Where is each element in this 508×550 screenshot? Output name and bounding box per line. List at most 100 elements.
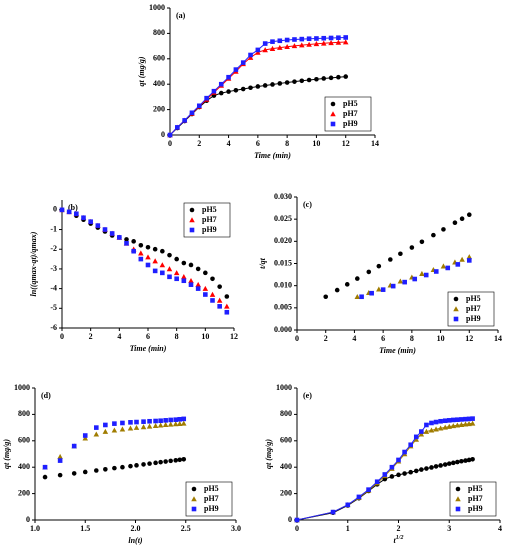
marker — [402, 471, 407, 476]
legend-label: pH9 — [202, 225, 217, 234]
marker — [359, 294, 364, 300]
marker — [320, 40, 327, 46]
annotation: (c) — [303, 200, 312, 209]
marker — [81, 215, 86, 221]
series-line — [296, 418, 473, 521]
y-tick-label: 1000 — [14, 383, 30, 392]
marker — [124, 241, 129, 246]
marker — [284, 80, 290, 85]
marker — [336, 35, 341, 41]
marker — [469, 420, 476, 426]
marker — [330, 101, 336, 107]
marker — [398, 251, 403, 257]
marker — [94, 468, 99, 473]
marker — [182, 118, 187, 123]
marker — [196, 103, 202, 109]
x-axis-label: ln(t) — [128, 536, 143, 545]
marker — [127, 425, 134, 431]
x-tick-label: 2 — [397, 524, 401, 533]
x-tick-label: 12 — [230, 332, 238, 341]
marker — [224, 303, 230, 309]
marker — [433, 426, 439, 432]
marker — [158, 459, 163, 465]
x-axis-label-text: ln(t) — [128, 536, 143, 545]
marker — [152, 422, 159, 429]
x-tick-label: 4 — [117, 332, 121, 341]
marker — [413, 436, 420, 442]
x-tick-label: 4 — [227, 139, 231, 148]
marker — [466, 254, 473, 260]
marker — [336, 74, 341, 80]
marker — [409, 245, 415, 250]
y-tick-label: 0 — [161, 130, 165, 139]
marker — [450, 423, 457, 429]
marker — [366, 487, 371, 492]
x-tick-label: 3 — [447, 524, 451, 533]
marker — [119, 426, 126, 432]
marker — [466, 258, 472, 263]
marker — [82, 433, 88, 438]
marker — [138, 250, 144, 256]
marker — [124, 237, 129, 242]
marker — [128, 420, 133, 425]
y-tick-label: 0.000 — [274, 325, 292, 334]
marker — [177, 457, 183, 463]
marker — [145, 262, 151, 268]
marker — [321, 76, 327, 81]
y-tick-label: 800 — [280, 409, 292, 418]
marker — [189, 110, 195, 116]
marker — [376, 263, 382, 269]
marker — [59, 207, 65, 213]
marker — [277, 81, 283, 86]
x-tick-label: 14 — [371, 139, 379, 148]
marker — [299, 36, 305, 42]
marker — [453, 306, 459, 312]
marker — [299, 78, 305, 84]
marker — [42, 474, 48, 480]
marker — [189, 227, 195, 233]
legend-label: pH9 — [204, 504, 219, 513]
marker — [445, 265, 451, 271]
x-tick-label: 12 — [342, 139, 350, 148]
marker — [152, 268, 158, 274]
marker — [453, 316, 459, 322]
marker — [66, 209, 72, 215]
marker — [173, 417, 178, 422]
marker — [455, 486, 461, 492]
marker — [174, 256, 179, 262]
marker — [160, 270, 165, 276]
marker — [437, 425, 444, 431]
legend-label: pH5 — [343, 99, 358, 108]
marker — [240, 86, 246, 92]
marker — [94, 425, 99, 430]
marker — [141, 419, 146, 424]
marker — [131, 239, 136, 244]
marker — [354, 293, 361, 300]
marker — [167, 252, 172, 258]
marker — [453, 296, 459, 302]
marker — [195, 281, 201, 287]
marker — [120, 420, 125, 426]
legend-label: pH9 — [468, 504, 483, 513]
marker — [202, 285, 209, 291]
marker — [211, 88, 217, 94]
marker — [191, 506, 197, 512]
marker — [402, 449, 407, 455]
marker — [412, 276, 418, 282]
marker — [138, 242, 144, 248]
x-tick-label: 0 — [295, 524, 299, 533]
marker — [42, 464, 48, 470]
marker — [389, 474, 395, 479]
marker — [176, 420, 183, 426]
marker — [330, 509, 336, 515]
marker — [141, 462, 146, 467]
legend-label: pH5 — [466, 294, 481, 303]
marker — [451, 460, 456, 466]
marker — [284, 43, 290, 50]
marker — [408, 469, 413, 475]
marker — [131, 248, 136, 254]
y-tick-label: 400 — [18, 462, 30, 471]
marker — [314, 76, 319, 82]
marker — [442, 418, 448, 424]
marker — [103, 422, 108, 428]
